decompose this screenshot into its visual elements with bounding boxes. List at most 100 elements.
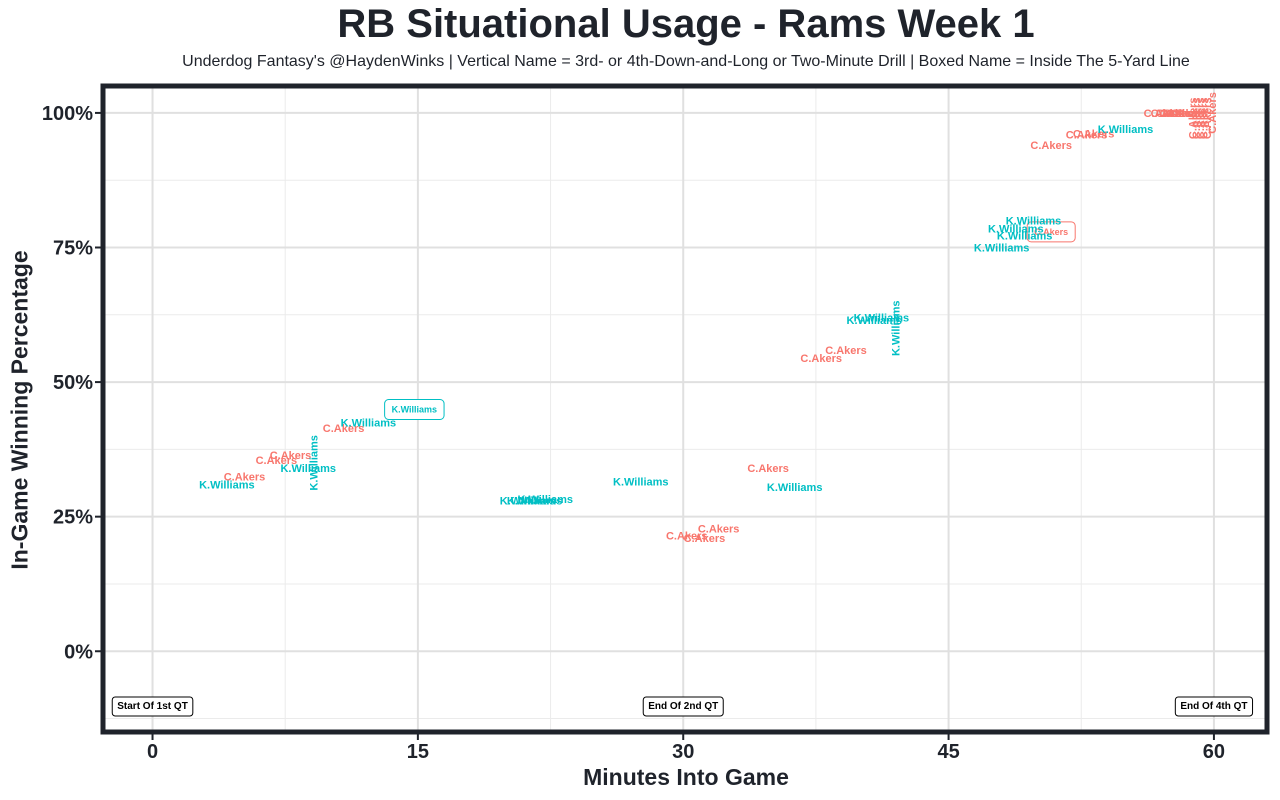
data-labels: C.AkersC.AkersC.AkersC.AkersC.AkersC.Ake… xyxy=(199,92,1219,545)
point-k-williams: K.Williams xyxy=(507,496,563,508)
point-label-k-williams: K.Williams xyxy=(988,224,1044,236)
point-k-williams: K.Williams xyxy=(997,231,1053,243)
point-label-c-akers: C.Akers xyxy=(1198,98,1210,140)
point-k-williams: K.Williams xyxy=(613,477,669,489)
point-k-williams: K.Williams xyxy=(854,312,910,324)
point-c-akers: C.Akers xyxy=(1144,108,1186,120)
point-box-k-williams xyxy=(384,399,445,420)
point-label-k-williams: K.Williams xyxy=(309,435,321,491)
point-label-k-williams: K.Williams xyxy=(517,494,573,506)
point-c-akers: C.Akers xyxy=(1195,98,1207,140)
point-c-akers: C.Akers xyxy=(256,455,298,467)
period-marker: Start Of 1st QT xyxy=(111,696,194,717)
point-label-k-williams: K.Williams xyxy=(392,405,437,415)
point-k-williams: K.Williams xyxy=(767,482,823,494)
point-label-c-akers: C.Akers xyxy=(1030,140,1072,152)
period-marker-box xyxy=(111,696,194,717)
point-label-k-williams: K.Williams xyxy=(507,496,563,508)
x-tick-label: 15 xyxy=(407,741,429,763)
y-tick-label: 50% xyxy=(53,372,93,394)
point-k-williams: K.Williams xyxy=(974,243,1030,255)
point-label-c-akers: C.Akers xyxy=(666,531,708,543)
point-c-akers: C.Akers xyxy=(1167,108,1209,120)
point-label-k-williams: K.Williams xyxy=(341,417,397,429)
point-label-c-akers: C.Akers xyxy=(1151,108,1193,120)
x-tick-label: 60 xyxy=(1203,741,1225,763)
point-k-williams: K.Williams xyxy=(500,496,556,508)
point-c-akers: C.Akers xyxy=(1066,129,1108,141)
point-label-k-williams: K.Williams xyxy=(854,312,910,324)
point-c-akers: C.Akers xyxy=(1163,108,1205,120)
point-k-williams: K.Williams xyxy=(341,417,397,429)
y-tick-label: 100% xyxy=(42,103,93,125)
point-label-c-akers: C.Akers xyxy=(1073,128,1115,140)
point-label-c-akers: C.Akers xyxy=(800,353,842,365)
period-marker: End Of 4th QT xyxy=(1174,696,1254,717)
point-label-k-williams: K.Williams xyxy=(199,479,255,491)
period-marker-box xyxy=(642,696,724,717)
point-label-c-akers: C.Akers xyxy=(698,524,740,536)
point-c-akers: C.Akers xyxy=(323,423,365,435)
point-label-k-williams: K.Williams xyxy=(847,315,903,327)
y-tick-label: 25% xyxy=(53,507,93,529)
x-tick-label: 30 xyxy=(672,741,694,763)
point-k-williams: K.Williams xyxy=(988,224,1044,236)
period-marker: End Of 2nd QT xyxy=(642,696,724,717)
chart-title: RB Situational Usage - Rams Week 1 xyxy=(337,2,1035,46)
point-label-c-akers: C.Akers xyxy=(1207,92,1219,134)
point-c-akers: C.Akers xyxy=(1030,140,1072,152)
point-k-williams: K.Williams xyxy=(309,435,321,491)
y-tick-label: 0% xyxy=(64,641,93,663)
point-c-akers: C.Akers xyxy=(1026,221,1076,243)
x-axis-label: Minutes Into Game xyxy=(583,764,789,790)
point-c-akers: C.Akers xyxy=(800,353,842,365)
point-label-k-williams: K.Williams xyxy=(891,300,903,356)
x-tick-label: 0 xyxy=(147,741,158,763)
point-label-c-akers: C.Akers xyxy=(1202,98,1214,140)
point-c-akers: C.Akers xyxy=(224,471,266,483)
plot-border xyxy=(100,83,1270,735)
point-k-williams: K.Williams xyxy=(384,399,445,420)
axis-ticks: 0 15 30 45 60 0% 25% 50% 75% 100% xyxy=(42,103,1225,763)
point-label-c-akers: C.Akers xyxy=(1191,98,1203,140)
point-c-akers: C.Akers xyxy=(1207,92,1219,134)
point-k-williams: K.Williams xyxy=(891,300,903,356)
point-label-c-akers: C.Akers xyxy=(323,423,365,435)
chart-subtitle: Underdog Fantasy's @HaydenWinks | Vertic… xyxy=(182,53,1190,70)
point-c-akers: C.Akers xyxy=(1191,98,1203,140)
point-c-akers: C.Akers xyxy=(1151,108,1193,120)
point-label-c-akers: C.Akers xyxy=(684,533,726,545)
point-c-akers: C.Akers xyxy=(1198,98,1210,140)
point-k-williams: K.Williams xyxy=(280,463,336,475)
point-label-k-williams: K.Williams xyxy=(280,463,336,475)
point-k-williams: K.Williams xyxy=(1006,216,1062,228)
point-k-williams: K.Williams xyxy=(1098,124,1154,136)
point-c-akers: C.Akers xyxy=(747,463,789,475)
point-label-c-akers: C.Akers xyxy=(1195,98,1207,140)
point-label-k-williams: K.Williams xyxy=(1098,124,1154,136)
point-k-williams: K.Williams xyxy=(847,315,903,327)
point-c-akers: C.Akers xyxy=(666,531,708,543)
point-label-c-akers: C.Akers xyxy=(256,455,298,467)
point-label-c-akers: C.Akers xyxy=(1034,227,1068,237)
point-c-akers: C.Akers xyxy=(1156,108,1198,120)
period-marker-label: Start Of 1st QT xyxy=(117,701,188,712)
period-marker-box xyxy=(1174,696,1254,717)
point-label-c-akers: C.Akers xyxy=(747,463,789,475)
point-label-k-williams: K.Williams xyxy=(974,243,1030,255)
point-c-akers: C.Akers xyxy=(825,345,867,357)
point-label-k-williams: K.Williams xyxy=(1006,216,1062,228)
y-tick-label: 75% xyxy=(53,238,93,260)
point-label-c-akers: C.Akers xyxy=(1188,98,1200,140)
point-c-akers: C.Akers xyxy=(1073,128,1115,140)
x-tick-label: 45 xyxy=(937,741,959,763)
point-c-akers: C.Akers xyxy=(1188,98,1200,140)
point-label-k-williams: K.Williams xyxy=(613,477,669,489)
point-label-c-akers: C.Akers xyxy=(224,471,266,483)
point-k-williams: K.Williams xyxy=(517,494,573,506)
point-label-c-akers: C.Akers xyxy=(1066,129,1108,141)
point-label-k-williams: K.Williams xyxy=(500,496,556,508)
point-c-akers: C.Akers xyxy=(1160,108,1202,120)
point-k-williams: K.Williams xyxy=(199,479,255,491)
